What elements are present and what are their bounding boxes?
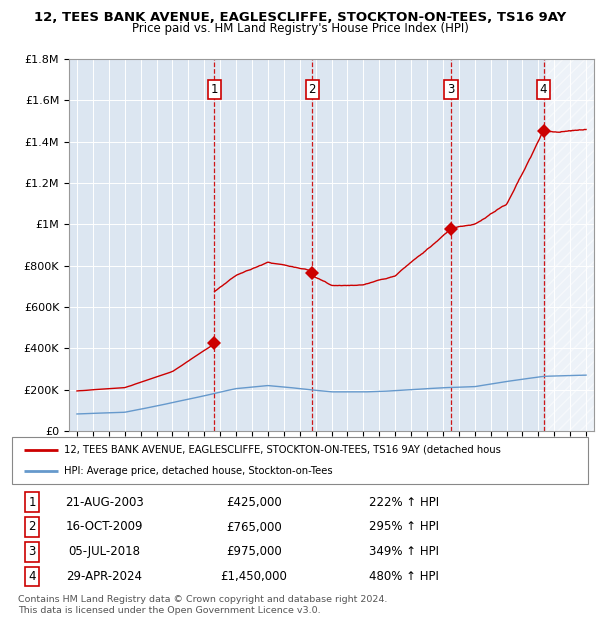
Text: £425,000: £425,000 xyxy=(226,496,282,508)
Bar xyxy=(546,59,594,431)
Text: 349% ↑ HPI: 349% ↑ HPI xyxy=(368,546,439,558)
Text: 3: 3 xyxy=(28,546,36,558)
Text: 16-OCT-2009: 16-OCT-2009 xyxy=(65,521,143,533)
Text: £765,000: £765,000 xyxy=(226,521,282,533)
Text: Contains HM Land Registry data © Crown copyright and database right 2024.: Contains HM Land Registry data © Crown c… xyxy=(18,595,388,604)
Text: Price paid vs. HM Land Registry's House Price Index (HPI): Price paid vs. HM Land Registry's House … xyxy=(131,22,469,35)
Text: 2: 2 xyxy=(308,84,316,96)
Text: 21-AUG-2003: 21-AUG-2003 xyxy=(65,496,143,508)
Text: 295% ↑ HPI: 295% ↑ HPI xyxy=(368,521,439,533)
Text: 29-APR-2024: 29-APR-2024 xyxy=(66,570,142,583)
Text: 2: 2 xyxy=(28,521,36,533)
Text: 4: 4 xyxy=(28,570,36,583)
Text: HPI: Average price, detached house, Stockton-on-Tees: HPI: Average price, detached house, Stoc… xyxy=(64,466,332,476)
Text: 12, TEES BANK AVENUE, EAGLESCLIFFE, STOCKTON-ON-TEES, TS16 9AY (detached hous: 12, TEES BANK AVENUE, EAGLESCLIFFE, STOC… xyxy=(64,445,501,454)
Text: 1: 1 xyxy=(211,84,218,96)
Text: 05-JUL-2018: 05-JUL-2018 xyxy=(68,546,140,558)
Text: 3: 3 xyxy=(447,84,455,96)
Text: 480% ↑ HPI: 480% ↑ HPI xyxy=(369,570,439,583)
Text: 12, TEES BANK AVENUE, EAGLESCLIFFE, STOCKTON-ON-TEES, TS16 9AY: 12, TEES BANK AVENUE, EAGLESCLIFFE, STOC… xyxy=(34,11,566,24)
Text: £975,000: £975,000 xyxy=(226,546,282,558)
Text: 4: 4 xyxy=(540,84,547,96)
Text: This data is licensed under the Open Government Licence v3.0.: This data is licensed under the Open Gov… xyxy=(18,606,320,614)
Text: £1,450,000: £1,450,000 xyxy=(220,570,287,583)
Text: 222% ↑ HPI: 222% ↑ HPI xyxy=(368,496,439,508)
Text: 1: 1 xyxy=(28,496,36,508)
